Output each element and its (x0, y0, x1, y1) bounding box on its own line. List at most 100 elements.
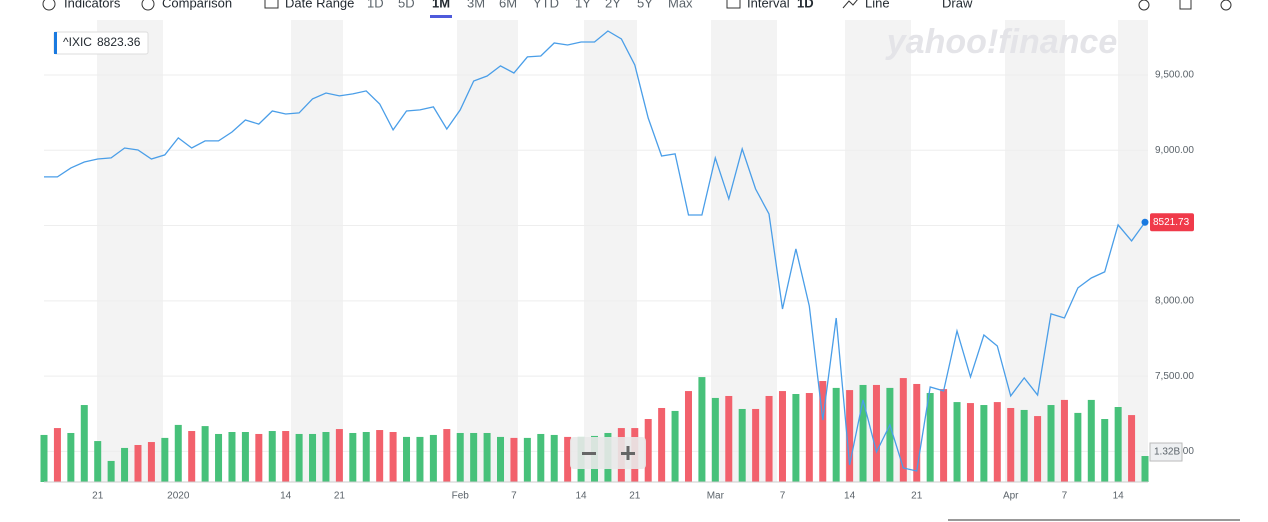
x-tick-label: 21 (911, 491, 923, 502)
volume-bar (188, 431, 196, 482)
volume-bar (389, 432, 397, 482)
volume-bar (684, 391, 692, 482)
toolbar-item[interactable]: Indicators (64, 0, 121, 10)
volume-bar (470, 432, 478, 482)
volume-bar (658, 407, 666, 482)
y-tick-label: 9,000.00 (1155, 145, 1194, 156)
volume-bar (926, 393, 934, 482)
x-tick-label: Mar (707, 491, 725, 502)
volume-bar (819, 381, 827, 482)
volume-bar (792, 394, 800, 482)
volume-bar (550, 434, 558, 482)
volume-bar (335, 429, 343, 482)
x-tick-label: 21 (92, 491, 104, 502)
toolbar-item[interactable]: 1Y (575, 0, 591, 10)
volume-bar (966, 403, 974, 482)
volume-bar (671, 410, 679, 482)
x-tick-label: 14 (844, 491, 856, 502)
volume-bar (134, 444, 142, 482)
volume-bar (940, 389, 948, 482)
volume-bar (322, 432, 330, 482)
toolbar-item[interactable]: 1D (797, 0, 814, 10)
volume-bar (738, 408, 746, 482)
toolbar-item[interactable]: Date Range (285, 0, 354, 10)
y-tick-label: 9,500.00 (1155, 70, 1194, 81)
volume-bar (255, 433, 263, 482)
x-tick-label: Feb (452, 491, 470, 502)
volume-badge-label: 1.32B (1154, 447, 1180, 458)
volume-bar (872, 384, 880, 482)
volume-bar (1020, 409, 1028, 482)
volume-bar (429, 434, 437, 482)
toolbar-item[interactable]: 1M (432, 0, 450, 10)
volume-bar (953, 402, 961, 482)
volume-bar (362, 432, 370, 482)
volume-bar (376, 430, 384, 482)
x-tick-label: 21 (629, 491, 641, 502)
x-tick-label: 14 (280, 491, 292, 502)
volume-bar (40, 434, 48, 482)
price-line (44, 30, 1146, 472)
volume-bar (215, 433, 223, 482)
volume-bar (1114, 407, 1122, 482)
volume-bar (913, 383, 921, 482)
volume-bar (1087, 399, 1095, 482)
volume-bar (805, 393, 813, 482)
toolbar-item[interactable]: Interval (747, 0, 790, 10)
volume-bar (201, 426, 209, 482)
volume-bar (698, 377, 706, 482)
volume-bar (725, 395, 733, 482)
volume-bar (886, 387, 894, 482)
toolbar-item[interactable]: YTD (533, 0, 559, 10)
volume-bar (523, 437, 531, 482)
x-tick-label: 7 (1062, 491, 1068, 502)
x-tick-label: 14 (1113, 491, 1125, 502)
volume-bar (268, 431, 276, 482)
legend-name: ^IXIC (63, 35, 92, 49)
volume-bar (752, 408, 760, 482)
volume (40, 377, 1149, 482)
volume-bar (456, 432, 464, 482)
volume-bar (1034, 416, 1042, 482)
volume-bar (859, 384, 867, 482)
toolbar-item[interactable]: 5Y (637, 0, 653, 10)
volume-bar (1128, 415, 1136, 482)
volume-bar (564, 436, 572, 482)
volume-bar (416, 436, 424, 482)
volume-bar (510, 437, 518, 482)
volume-bar (765, 395, 773, 482)
toolbar-item[interactable]: 1D (367, 0, 384, 10)
toolbar-item[interactable]: Line (865, 0, 890, 10)
legend-value: 8823.36 (97, 35, 141, 49)
toolbar-item[interactable]: Draw (942, 0, 973, 10)
volume-bar (349, 432, 357, 482)
volume-bar (1141, 456, 1149, 482)
toolbar-item[interactable]: Comparison (162, 0, 232, 10)
toolbar-item[interactable]: 3M (467, 0, 485, 10)
badges: 8521.73 1.32B ^IXIC 8823.36 (53, 31, 1194, 462)
x-tick-label: 2020 (167, 491, 190, 502)
toolbar-item[interactable]: 5D (398, 0, 415, 10)
x-tick-label: 21 (334, 491, 346, 502)
volume-bar (295, 433, 303, 482)
toolbar-item[interactable]: Max (668, 0, 693, 10)
volume-bar (497, 436, 505, 482)
volume-bar (147, 442, 155, 482)
volume-bar (483, 432, 491, 482)
volume-bar (107, 460, 115, 482)
x-tick-label: 14 (576, 491, 588, 502)
toolbar: Indicators Comparison Date Range 1D 5D 1M 3M 6M… (64, 0, 973, 18)
week-shading (97, 20, 1148, 482)
toolbar-item[interactable]: 6M (499, 0, 517, 10)
volume-bar (1101, 419, 1109, 482)
volume-bar (174, 424, 182, 482)
price-badge-label: 8521.73 (1153, 217, 1190, 228)
volume-bar (644, 419, 652, 482)
volume-bar (80, 405, 88, 482)
x-tick-label: 7 (511, 491, 517, 502)
legend-accent (54, 32, 57, 54)
toolbar-icons (42, 0, 1232, 11)
volume-bar (980, 405, 988, 482)
zoom-controls[interactable] (570, 437, 646, 469)
toolbar-item[interactable]: 2Y (605, 0, 621, 10)
